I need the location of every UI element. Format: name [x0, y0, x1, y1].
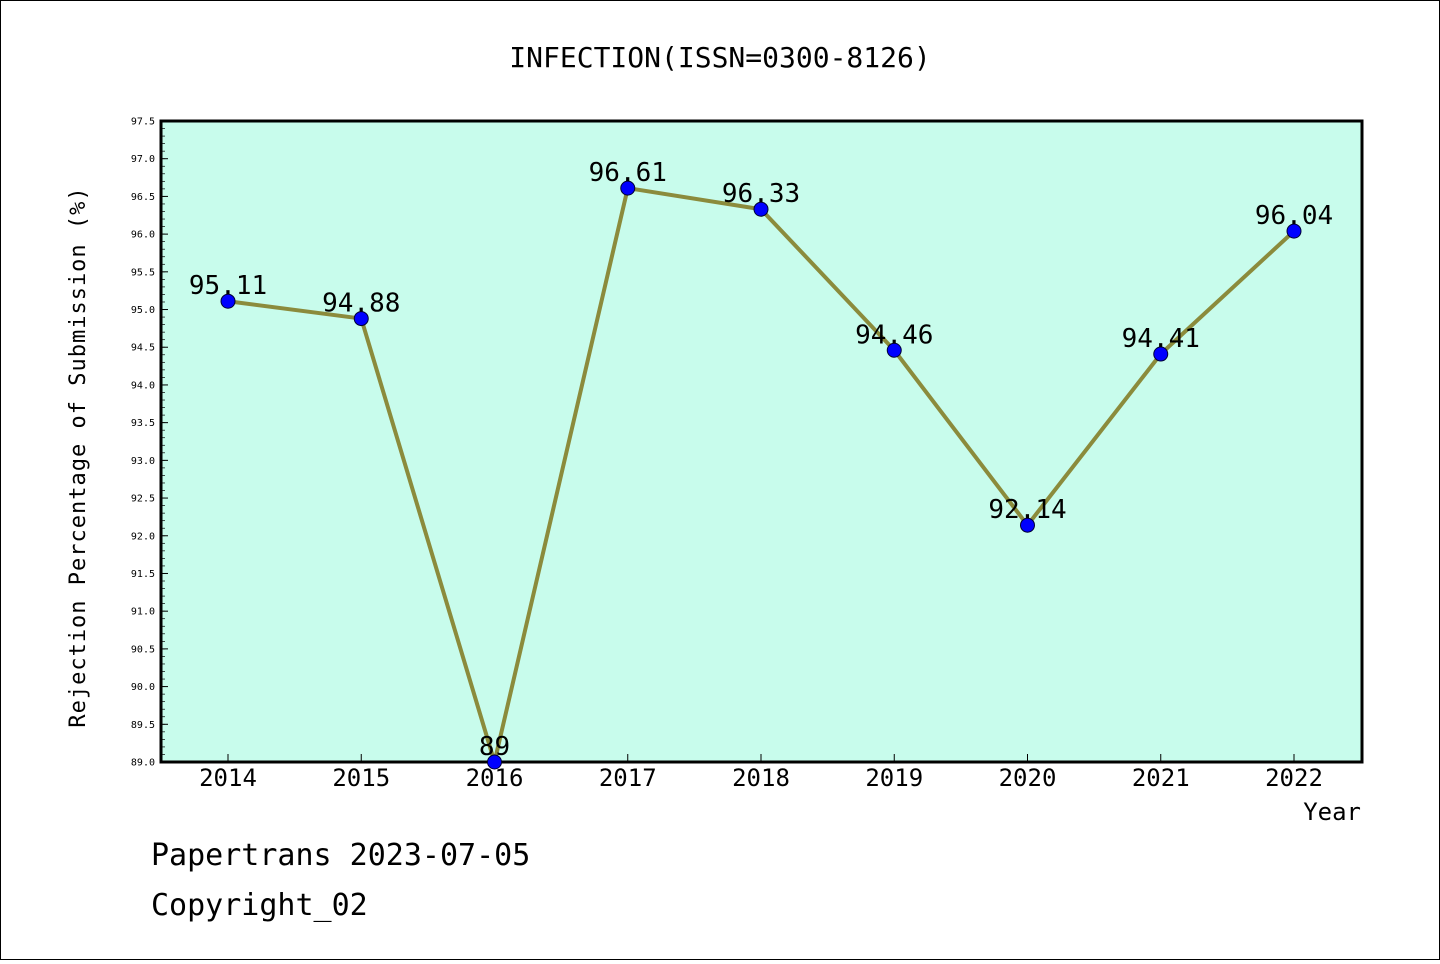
x-tick-label: 2015 [332, 764, 390, 792]
y-tick-label: 95.0 [131, 305, 155, 316]
y-tick-label: 93.0 [131, 456, 155, 467]
data-point [1286, 223, 1302, 239]
y-tick-label: 97.0 [131, 154, 155, 165]
x-tick-label: 2022 [1265, 764, 1323, 792]
y-axis-label: Rejection Percentage of Submission (%) [66, 186, 91, 727]
x-tick-label: 2018 [732, 764, 790, 792]
data-point [487, 754, 502, 770]
y-tick-label: 92.0 [131, 531, 155, 542]
footer-date: Papertrans 2023-07-05 [151, 838, 530, 873]
plot-area [159, 119, 1364, 764]
y-tick-label: 94.5 [131, 343, 155, 354]
x-tick-label: 2021 [1132, 764, 1190, 792]
y-tick-label: 94.0 [131, 380, 155, 391]
data-point [886, 342, 902, 358]
x-axis-ticks: 2014 2015 2016 2017 2018 2019 2020 2021 2022 [199, 754, 1323, 792]
chart-title: INFECTION(ISSN=0300-8126) [509, 41, 930, 74]
footer-copyright: Copyright_02 [151, 888, 368, 923]
data-label: 96.33 [722, 179, 800, 209]
data-point [220, 293, 236, 309]
y-tick-label: 89.0 [131, 758, 155, 769]
x-tick-label: 2017 [599, 764, 657, 792]
data-label: 94.46 [855, 320, 933, 350]
data-label: 89 [479, 732, 510, 762]
data-point [620, 180, 636, 196]
y-tick-label: 91.0 [131, 607, 155, 618]
data-label: 95.11 [189, 271, 267, 301]
x-tick-label: 2014 [199, 764, 257, 792]
data-label: 94.41 [1122, 324, 1200, 354]
y-tick-label: 91.5 [131, 569, 155, 580]
y-tick-label: 96.5 [131, 192, 155, 203]
data-label: 96.04 [1255, 201, 1333, 231]
y-tick-label: 90.0 [131, 682, 155, 693]
y-tick-label: 97.5 [131, 117, 155, 128]
y-tick-label: 92.5 [131, 494, 155, 505]
data-label: 94.88 [322, 289, 400, 319]
y-tick-label: 95.5 [131, 267, 155, 278]
data-label: 92.14 [988, 495, 1066, 525]
y-tick-label: 93.5 [131, 418, 155, 429]
y-tick-label: 89.5 [131, 720, 155, 731]
x-axis-label: Year [1303, 798, 1361, 826]
y-axis-ticks: 89.0 89.5 90.0 90.5 91.0 91.5 92.0 92.5 93.0 93.5… [131, 117, 168, 769]
data-point [1153, 346, 1169, 362]
y-tick-label: 96.0 [131, 230, 155, 241]
series-line-group [220, 180, 1302, 770]
y-tick-label: 90.5 [131, 644, 155, 655]
data-point [1020, 517, 1035, 533]
data-labels-group: 95.11 94.88 89 96.61 96.33 94.46 92.14 94.41 96.… [189, 158, 1333, 762]
data-point [353, 311, 369, 327]
data-label: 96.61 [589, 158, 667, 188]
x-tick-label: 2019 [865, 764, 923, 792]
x-tick-label: 2020 [999, 764, 1057, 792]
data-point [753, 201, 769, 217]
